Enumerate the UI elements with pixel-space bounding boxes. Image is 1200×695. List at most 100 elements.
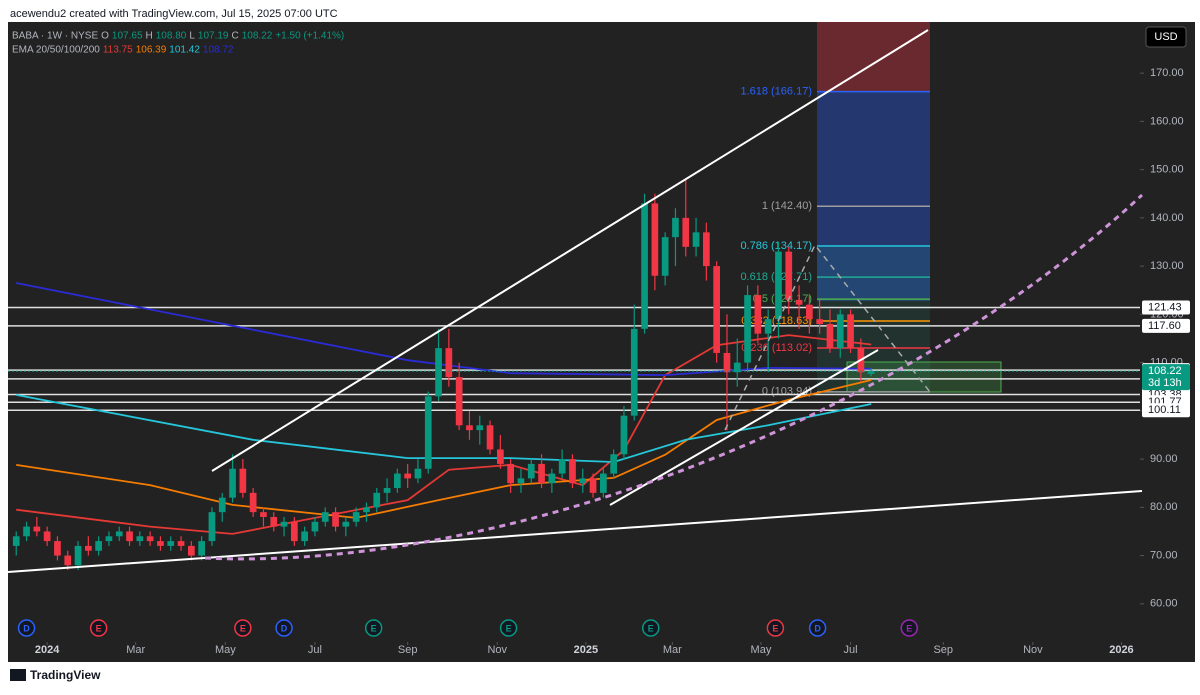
event-marker — [766, 619, 785, 637]
candle-body — [146, 536, 154, 542]
candle-body — [733, 362, 741, 373]
candle-body — [620, 415, 628, 455]
candle-body — [95, 541, 102, 551]
candle-body — [414, 468, 422, 479]
candle-body — [229, 468, 236, 498]
parabolic-curve — [204, 193, 1144, 561]
candle-body — [167, 541, 175, 546]
fib-label: 0.5 (123.17) — [753, 293, 812, 305]
candle-body — [126, 531, 133, 542]
candle-body — [249, 492, 257, 513]
candle-body — [558, 459, 566, 474]
candle-body — [806, 304, 813, 320]
x-tick-label: May — [751, 644, 772, 656]
fib-label: 0.786 (134.17) — [740, 240, 812, 252]
channel-lower — [609, 349, 879, 506]
candle-body — [476, 425, 484, 431]
event-label: D — [23, 623, 30, 633]
candle-body — [754, 295, 762, 334]
credit: acewendu2 created with TradingView.com, … — [10, 8, 338, 20]
candle-body — [157, 541, 164, 546]
y-tick-label: 70.00 — [1150, 549, 1178, 561]
x-tick-label: Sep — [398, 644, 418, 656]
fib-label: 1 (142.40) — [762, 200, 812, 212]
ema-value: 101.42 — [169, 45, 200, 56]
candle-body — [54, 541, 61, 556]
candle-body — [280, 521, 288, 527]
target-box — [846, 361, 1002, 393]
x-tick-label: May — [215, 644, 236, 656]
x-tick-label: Nov — [487, 644, 507, 656]
candle-body — [187, 545, 195, 556]
candle-body — [332, 512, 339, 527]
price-label: 117.60 — [1148, 320, 1181, 332]
candle-body — [507, 463, 515, 484]
y-tick-label: 80.00 — [1150, 501, 1178, 513]
event-label: E — [772, 623, 778, 633]
x-tick-label: 2025 — [574, 644, 598, 656]
event-marker — [808, 619, 827, 637]
y-tick-label: 90.00 — [1150, 453, 1178, 465]
candle-body — [630, 328, 638, 416]
event-marker — [234, 619, 252, 637]
price-label-box — [1142, 318, 1190, 333]
ema-value: 108.72 — [203, 45, 234, 56]
candle-body — [177, 541, 185, 546]
fib-label: 1.618 (166.17) — [740, 86, 812, 98]
ohlc-key: O — [101, 31, 109, 42]
x-tick-label: Jul — [844, 644, 858, 656]
candle-body — [136, 536, 144, 542]
candle-body — [826, 324, 834, 349]
candle-body — [342, 521, 350, 527]
event-label: E — [648, 623, 654, 633]
ohlc-value: 107.65 — [112, 31, 143, 42]
event-label: E — [371, 623, 377, 633]
price-label-box — [1142, 403, 1190, 418]
ohlc-key: L — [189, 31, 195, 42]
last-price-label: 108.22 — [1148, 365, 1182, 377]
candle-body — [311, 521, 319, 532]
candle-body — [239, 468, 247, 493]
candle-body — [363, 507, 370, 513]
y-tick-label: 60.00 — [1150, 598, 1178, 610]
candle-body — [785, 251, 793, 300]
ema-value: 106.39 — [136, 45, 167, 56]
event-label: E — [906, 623, 912, 633]
y-tick-label: 170.00 — [1150, 67, 1184, 79]
candle-body — [352, 512, 360, 522]
candle-body — [33, 526, 41, 532]
candle-body — [527, 463, 535, 479]
candle-body — [589, 478, 597, 493]
x-tick-label: Sep — [933, 644, 953, 656]
candle-body — [548, 473, 556, 484]
candle-body — [445, 348, 453, 378]
logo — [10, 669, 26, 681]
loss-zone — [817, 22, 930, 91]
x-tick-label: 2026 — [1109, 644, 1133, 656]
candle-body — [373, 492, 381, 508]
profit-zone — [817, 91, 930, 301]
candle-body — [517, 478, 525, 484]
currency: USD — [1154, 31, 1177, 43]
event-marker — [17, 619, 36, 637]
x-tick-label: Mar — [663, 644, 682, 656]
event-marker — [641, 619, 660, 637]
change: +1.50 (+1.41%) — [275, 31, 344, 42]
candle-body — [713, 266, 721, 353]
candle-body — [260, 512, 267, 517]
candle-body — [64, 555, 72, 566]
x-tick-label: Jul — [308, 644, 322, 656]
candle-body — [105, 536, 113, 542]
countdown: 3d 13h — [1148, 377, 1182, 389]
candle-body — [703, 232, 710, 267]
currency-box — [1145, 26, 1187, 48]
candle-body — [43, 531, 51, 542]
candle-body — [84, 545, 92, 551]
candle-body — [795, 299, 803, 305]
event-marker — [900, 619, 919, 637]
candle-body — [764, 319, 772, 334]
event-label: E — [96, 623, 102, 633]
y-tick-label: 140.00 — [1150, 212, 1184, 224]
